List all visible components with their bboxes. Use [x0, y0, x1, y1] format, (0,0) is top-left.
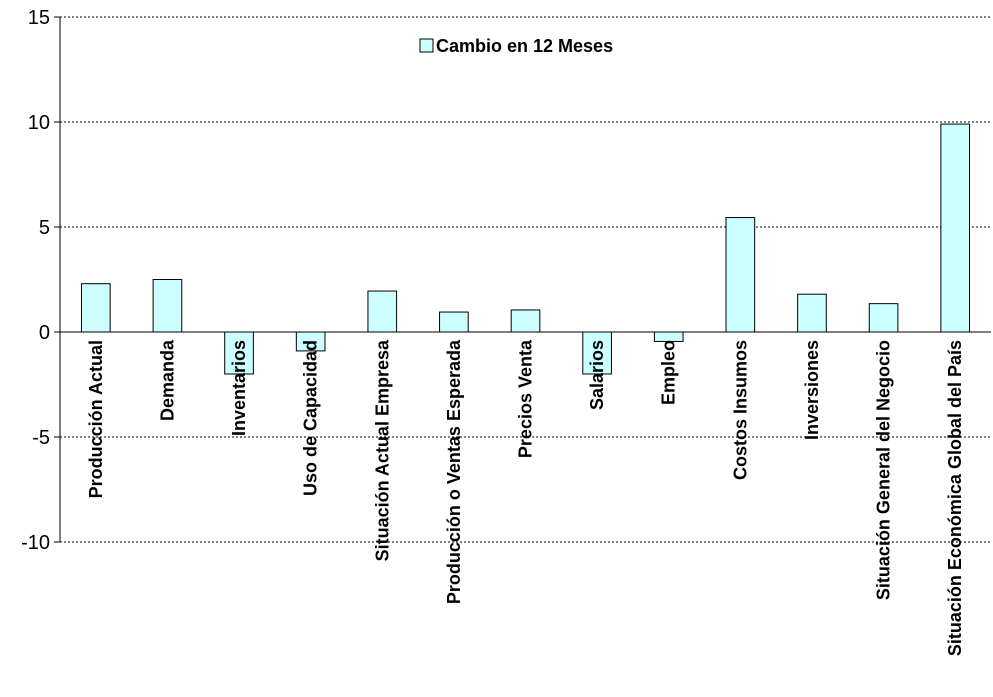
- bar: [582, 331, 612, 375]
- bar: [224, 331, 254, 375]
- legend-label: Cambio en 12 Meses: [436, 36, 613, 56]
- bar: [80, 283, 111, 333]
- y-tick-label: 15: [28, 7, 50, 29]
- category-label: Inventarios: [229, 340, 249, 436]
- category-label: Producción Actual: [86, 340, 106, 498]
- bar: [439, 311, 469, 333]
- bar: [510, 309, 541, 333]
- y-tick-label: -10: [21, 532, 50, 554]
- category-label: Demanda: [157, 339, 177, 421]
- category-label: Costos Insumos: [730, 340, 750, 480]
- bars: [80, 123, 971, 375]
- y-tick-label: 5: [39, 217, 50, 239]
- category-label: Situación General del Negocio: [874, 340, 894, 600]
- category-label: Empleo: [659, 340, 679, 405]
- y-tick-labels: 15 10 5 0 -5 -10: [21, 7, 50, 554]
- bar: [940, 123, 971, 333]
- y-tick-label: 10: [28, 112, 50, 134]
- gridlines: [54, 16, 991, 543]
- category-label: Salarios: [587, 340, 607, 410]
- bar: [152, 279, 183, 333]
- bar: [868, 303, 899, 333]
- y-tick-label: -5: [32, 427, 50, 449]
- bar: [797, 293, 827, 333]
- axes: [59, 17, 991, 542]
- category-labels: Producción Actual Demanda Inventarios Uso d…: [86, 339, 965, 656]
- bar: [367, 290, 398, 333]
- category-label: Uso de Capacidad: [301, 340, 321, 496]
- category-label: Inversiones: [802, 340, 822, 440]
- category-label: Situación Actual Empresa: [372, 339, 392, 561]
- category-label: Producción o Ventas Esperada: [444, 339, 464, 604]
- bar: [725, 217, 756, 333]
- y-tick-label: 0: [39, 322, 50, 344]
- category-label: Situación Económica Global del País: [945, 340, 965, 656]
- legend: Cambio en 12 Meses: [419, 36, 613, 56]
- category-label: Precios Venta: [516, 339, 536, 458]
- legend-swatch: [419, 38, 434, 53]
